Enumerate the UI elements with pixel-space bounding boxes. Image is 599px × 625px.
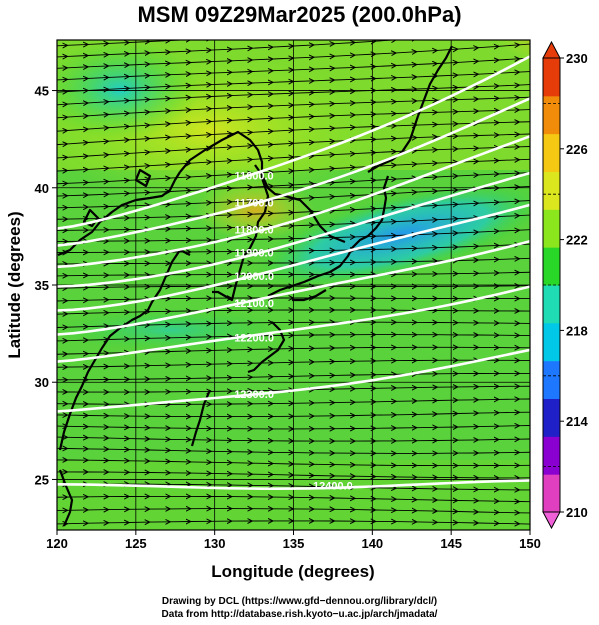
contour-label: 11700.0 <box>235 198 274 210</box>
colorbar-tick-label: 210 <box>566 505 588 520</box>
x-tick-label: 130 <box>204 536 226 551</box>
contour-label: 11600.0 <box>235 171 274 183</box>
coastline-sakhalin <box>416 45 453 117</box>
y-tick-label: 45 <box>35 84 49 99</box>
coastline-honshu <box>267 175 390 297</box>
streamline <box>57 244 530 253</box>
coastline-korea-north <box>179 130 270 213</box>
x-tick-label: 125 <box>125 536 147 551</box>
footer-credit-data: Data from http://database.rish.kyoto−u.a… <box>161 609 438 620</box>
y-axis-label: Latitude (degrees) <box>5 211 24 358</box>
x-tick-label: 140 <box>361 536 383 551</box>
streamline <box>57 425 530 429</box>
streamline <box>57 521 530 524</box>
contour-line <box>57 55 530 230</box>
colorbar-tick-label: 226 <box>566 142 588 157</box>
contour-label: 12200.0 <box>234 333 274 345</box>
x-tick-label: 145 <box>440 536 462 551</box>
streamline <box>57 272 530 276</box>
coastline-china-east <box>58 327 121 451</box>
colorbar-tick-label: 222 <box>566 233 588 248</box>
contour-line <box>57 348 530 413</box>
y-tick-label: 40 <box>35 181 49 196</box>
streamline <box>57 360 530 367</box>
colorbar-arrow-min <box>542 511 561 530</box>
contour-line <box>57 285 530 363</box>
colorbar-tick-label: 214 <box>566 414 588 429</box>
contour-label: 12400.0 <box>313 480 353 492</box>
contour-line <box>57 239 530 336</box>
y-tick-label: 25 <box>35 472 49 487</box>
colorbar-segment <box>543 322 560 362</box>
contour-label: 11800.0 <box>235 224 274 236</box>
contour-line <box>57 171 530 288</box>
contour-label: 12300.0 <box>234 389 274 401</box>
temperature-field <box>57 40 200 140</box>
streamline <box>57 40 540 46</box>
colorbar-segment <box>543 58 560 97</box>
streamline <box>57 258 530 264</box>
streamline <box>57 472 530 478</box>
height-contours: 11600.0 11700.0 11800.0 11900.0 12000.0 12100… <box>57 55 530 492</box>
streamline <box>57 496 530 501</box>
coastline-japan-sea <box>254 164 346 244</box>
streamline <box>57 298 530 301</box>
coastline-taiwan <box>58 469 74 527</box>
contour-line <box>57 479 530 490</box>
colorbar-segment <box>543 171 560 210</box>
colorbar-tick-label: 230 <box>566 51 588 66</box>
streamline <box>57 373 530 380</box>
streamline <box>57 509 530 513</box>
contour-line <box>57 203 530 312</box>
x-tick-label: 135 <box>283 536 305 551</box>
coastline-shandong <box>119 248 191 329</box>
contour-label: 12000.0 <box>234 271 274 283</box>
coastline-china <box>57 171 181 257</box>
colorbar-segment <box>543 474 560 513</box>
coastline-islands <box>82 168 152 228</box>
colorbar-segment <box>543 209 560 248</box>
streamline <box>57 437 530 441</box>
colorbar-segment <box>543 133 560 172</box>
chart-title: MSM 09Z29Mar2025 (200.0hPa) <box>137 2 462 27</box>
contour-line <box>57 135 530 269</box>
footer-credit-drawing: Drawing by DCL (https://www.gfd−dennou.o… <box>161 596 438 607</box>
y-tick-label: 30 <box>35 375 49 390</box>
coastlines <box>57 45 453 527</box>
streamline <box>57 448 530 453</box>
streamline <box>57 335 530 342</box>
coastline-hokkaido <box>367 115 420 173</box>
coastline-shikoku <box>292 289 327 302</box>
plot-area: 11600.0 11700.0 11800.0 11900.0 12000.0 12100… <box>57 40 540 530</box>
colorbar-segment <box>543 360 560 399</box>
y-axis: 25 30 35 40 45 <box>35 84 57 487</box>
contour-label: 11900.0 <box>235 247 274 259</box>
colorbar-segment <box>543 285 560 324</box>
x-axis: 120 125 130 135 140 145 150 <box>46 530 541 551</box>
streamline <box>57 310 530 315</box>
colorbar-segment <box>543 247 560 286</box>
colorbar-segment <box>543 436 560 475</box>
contour-line <box>57 97 530 247</box>
y-tick-label: 35 <box>35 278 49 293</box>
x-tick-label: 150 <box>519 536 541 551</box>
colorbar-segment <box>543 398 560 437</box>
colorbar-segment <box>543 95 560 135</box>
streamline <box>57 412 530 417</box>
streamline <box>57 484 530 490</box>
x-tick-label: 120 <box>46 536 68 551</box>
streamline <box>57 460 530 466</box>
colorbar: 210 214 218 222 226 230 <box>542 40 588 530</box>
streamlines <box>57 40 540 524</box>
contour-label: 12100.0 <box>234 298 274 310</box>
colorbar-tick-label: 218 <box>566 323 588 338</box>
colorbar-arrow-max <box>542 40 561 59</box>
x-axis-label: Longitude (degrees) <box>211 562 374 581</box>
temperature-field <box>57 308 290 352</box>
